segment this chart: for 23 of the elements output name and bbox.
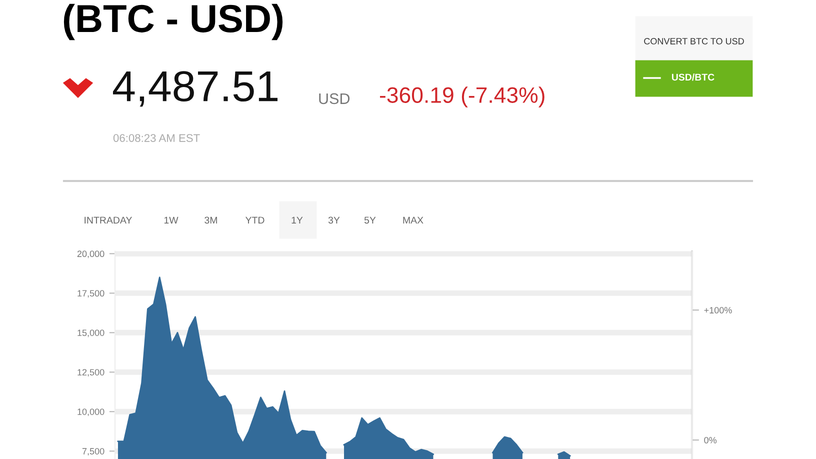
y-tick-label: 15,000 [78, 330, 104, 338]
text: YTD [245, 216, 264, 224]
text: USD [319, 93, 350, 104]
y-tick-label: 7,500 [82, 448, 104, 456]
text: 4,487.51 [112, 71, 278, 107]
y-tick-label: 12,500 [78, 369, 104, 377]
text: 3M [204, 216, 217, 224]
text: MAX [403, 216, 424, 224]
text: INTRADAY [84, 216, 132, 224]
y-tick-label: 17,500 [78, 290, 104, 298]
y2-tick-label: +100% [704, 307, 732, 314]
text: 06:08:23 AM EST [113, 134, 200, 142]
text: 1W [164, 216, 178, 224]
text: 5Y [364, 216, 376, 224]
y2-tick-label: 0% [704, 436, 717, 444]
text: CONVERT BTC TO USD [644, 38, 744, 44]
text: 1Y [292, 216, 303, 224]
y-tick-label: 10,000 [78, 408, 104, 416]
text: USD/BTC [672, 73, 714, 81]
y-tick-label: 20,000 [77, 250, 104, 258]
text: 3Y [328, 216, 340, 224]
text: -360.19 (-7.43%) [380, 86, 544, 108]
chart-title: (BTC - USD) [64, 4, 283, 40]
